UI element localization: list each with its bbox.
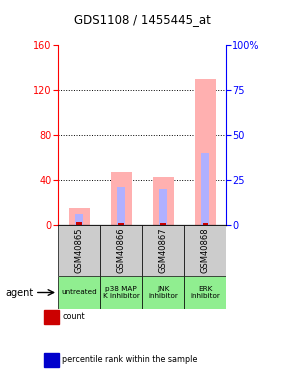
Text: GSM40867: GSM40867 [159, 228, 168, 273]
Text: untreated: untreated [61, 290, 97, 296]
Text: ERK
inhibitor: ERK inhibitor [190, 286, 220, 299]
Bar [110, 172, 132, 225]
Bar [118, 223, 124, 225]
Text: JNK
inhibitor: JNK inhibitor [148, 286, 178, 299]
Bar [202, 223, 208, 225]
Text: GSM40866: GSM40866 [117, 228, 126, 273]
Bar [100, 276, 142, 309]
Bar [160, 189, 167, 225]
Bar [202, 153, 209, 225]
Text: p38 MAP
K inhibitor: p38 MAP K inhibitor [103, 286, 139, 299]
Text: percentile rank within the sample: percentile rank within the sample [62, 356, 198, 364]
Text: agent: agent [6, 288, 34, 297]
Text: GSM40868: GSM40868 [201, 228, 210, 273]
Bar [117, 187, 125, 225]
Text: count: count [62, 312, 85, 321]
Bar [100, 225, 142, 276]
Bar [195, 79, 216, 225]
Bar [153, 177, 174, 225]
Bar [75, 214, 83, 225]
Text: GSM40865: GSM40865 [75, 228, 84, 273]
Bar [58, 225, 100, 276]
Bar [142, 276, 184, 309]
Bar [58, 276, 100, 309]
Bar [142, 225, 184, 276]
Text: GDS1108 / 1455445_at: GDS1108 / 1455445_at [74, 13, 211, 26]
Bar [76, 222, 82, 225]
Bar [184, 276, 226, 309]
Bar [160, 223, 166, 225]
Bar [184, 225, 226, 276]
Bar [68, 208, 90, 225]
